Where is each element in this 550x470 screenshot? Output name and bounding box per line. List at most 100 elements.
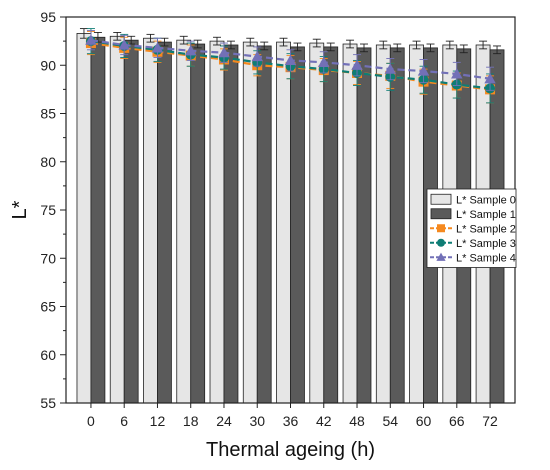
y-tick-label: 90 — [40, 57, 56, 73]
error-bar-sample1-72 — [493, 45, 502, 55]
bars-layer — [76, 33, 505, 404]
error-bar-sample0-6 — [113, 31, 122, 41]
error-bar-sample0-66 — [445, 40, 454, 50]
legend: L* Sample 0 L* Sample 1 L* Sample 2 L* Samp… — [426, 188, 517, 268]
legend-marker — [437, 224, 445, 233]
bar-sample1-30 — [256, 45, 272, 404]
data-point-36 — [284, 54, 297, 66]
bar-sample0-24 — [209, 40, 225, 404]
x-tick-label: 12 — [150, 413, 166, 429]
error-bar-sample0-60 — [412, 40, 421, 50]
bar-sample0-0 — [76, 33, 92, 404]
error-bar-sample0-12 — [146, 33, 155, 43]
bar-sample0-48 — [342, 43, 358, 404]
x-tick-label: 54 — [382, 413, 398, 429]
error-bar-sample1-12 — [160, 37, 169, 47]
x-tick-label: 24 — [216, 413, 232, 429]
legend-item-1: L* Sample 1 — [430, 208, 516, 221]
y-axis: 55 60 65 70 75 80 85 90 95 — [40, 9, 66, 411]
legend-label: L* Sample 4 — [456, 252, 516, 264]
error-bar-sample0-72 — [479, 40, 488, 50]
legend-marker — [437, 238, 445, 247]
error-bar-sample1-60 — [426, 43, 435, 53]
bar-sample0-30 — [242, 41, 258, 404]
data-point-24 — [218, 46, 230, 58]
legend-swatch — [430, 193, 452, 205]
lines-layer — [85, 28, 496, 104]
y-tick-label: 75 — [40, 202, 56, 218]
legend-item-4: L* Sample 4 — [430, 252, 516, 264]
x-tick-label: 18 — [183, 413, 199, 429]
x-tick-label: 36 — [283, 413, 299, 429]
x-tick-label: 66 — [449, 413, 465, 429]
bar-sample0-12 — [143, 37, 158, 404]
legend-item-0: L* Sample 0 — [430, 193, 516, 206]
bar-sample1-24 — [223, 44, 239, 404]
data-point-72 — [484, 73, 496, 84]
error-bar-sample0-24 — [212, 36, 221, 46]
error-bar-sample1-48 — [360, 43, 369, 53]
error-bar-sample0-48 — [346, 39, 355, 49]
error-bar-sample1-24 — [226, 40, 235, 50]
y-tick-label: 85 — [40, 106, 56, 122]
y-tick-label: 80 — [40, 154, 56, 170]
x-axis-title: Thermal ageing (h) — [206, 439, 375, 461]
x-tick-label: 30 — [249, 413, 265, 429]
data-point-6 — [118, 39, 130, 50]
error-bar-sample1-30 — [260, 41, 269, 51]
data-point-42 — [318, 56, 330, 67]
legend-item-3: L* Sample 3 — [430, 238, 516, 250]
y-tick-label: 70 — [40, 250, 56, 266]
error-bar-sample0-30 — [246, 37, 255, 47]
data-point-0 — [85, 34, 97, 45]
bar-sample0-54 — [375, 44, 391, 404]
bar-sample0-60 — [409, 44, 424, 404]
error-bar-sample1-42 — [326, 42, 335, 52]
error-bar-sample1-18 — [193, 39, 202, 49]
legend-swatch — [430, 208, 452, 220]
data-point-48 — [351, 59, 363, 70]
error-bar-sample1-66 — [459, 44, 468, 54]
data-point-30 — [251, 50, 263, 62]
error-bar-sample0-54 — [379, 40, 388, 50]
error-bar-sample0-18 — [179, 35, 188, 45]
data-point-66 — [451, 68, 463, 79]
bar-sample0-36 — [276, 41, 291, 404]
legend-label: L* Sample 1 — [456, 209, 516, 221]
x-tick-label: 60 — [416, 413, 432, 429]
y-axis-title: L* — [9, 200, 31, 219]
x-tick-label: 48 — [349, 413, 365, 429]
bar-sample1-6 — [123, 39, 139, 404]
data-point-54 — [384, 63, 397, 74]
legend-item-2: L* Sample 2 — [430, 223, 516, 235]
data-point-18 — [184, 45, 197, 56]
legend-label: L* Sample 3 — [456, 238, 516, 250]
bar-sample1-54 — [389, 47, 405, 404]
error-bar-sample1-54 — [393, 43, 402, 53]
y-tick-label: 65 — [40, 299, 56, 315]
bar-sample1-48 — [356, 47, 372, 404]
bar-sample1-0 — [90, 36, 106, 404]
bar-sample0-42 — [309, 42, 325, 404]
legend-label: L* Sample 0 — [456, 194, 516, 206]
x-axis: 0 6 12 18 24 30 36 42 48 54 60 66 72 — [87, 403, 498, 429]
y-tick-label: 95 — [40, 9, 56, 25]
bar-sample0-6 — [109, 35, 125, 404]
error-bar-sample1-36 — [293, 42, 302, 52]
bar-sample1-36 — [290, 46, 305, 404]
bar-sample1-12 — [157, 41, 172, 404]
y-tick-label: 60 — [40, 347, 56, 363]
line-series-sample4 — [85, 30, 496, 91]
y-tick-label: 55 — [40, 395, 56, 411]
data-point-12 — [151, 42, 164, 53]
bar-sample0-18 — [176, 39, 192, 404]
error-bar-sample0-42 — [312, 38, 321, 48]
x-tick-label: 6 — [120, 413, 128, 429]
x-tick-label: 72 — [482, 413, 498, 429]
data-point-60 — [417, 65, 430, 76]
bar-sample1-42 — [323, 46, 339, 404]
x-tick-label: 0 — [87, 413, 95, 429]
legend-label: L* Sample 2 — [456, 223, 516, 235]
error-bar-sample0-36 — [279, 37, 288, 47]
